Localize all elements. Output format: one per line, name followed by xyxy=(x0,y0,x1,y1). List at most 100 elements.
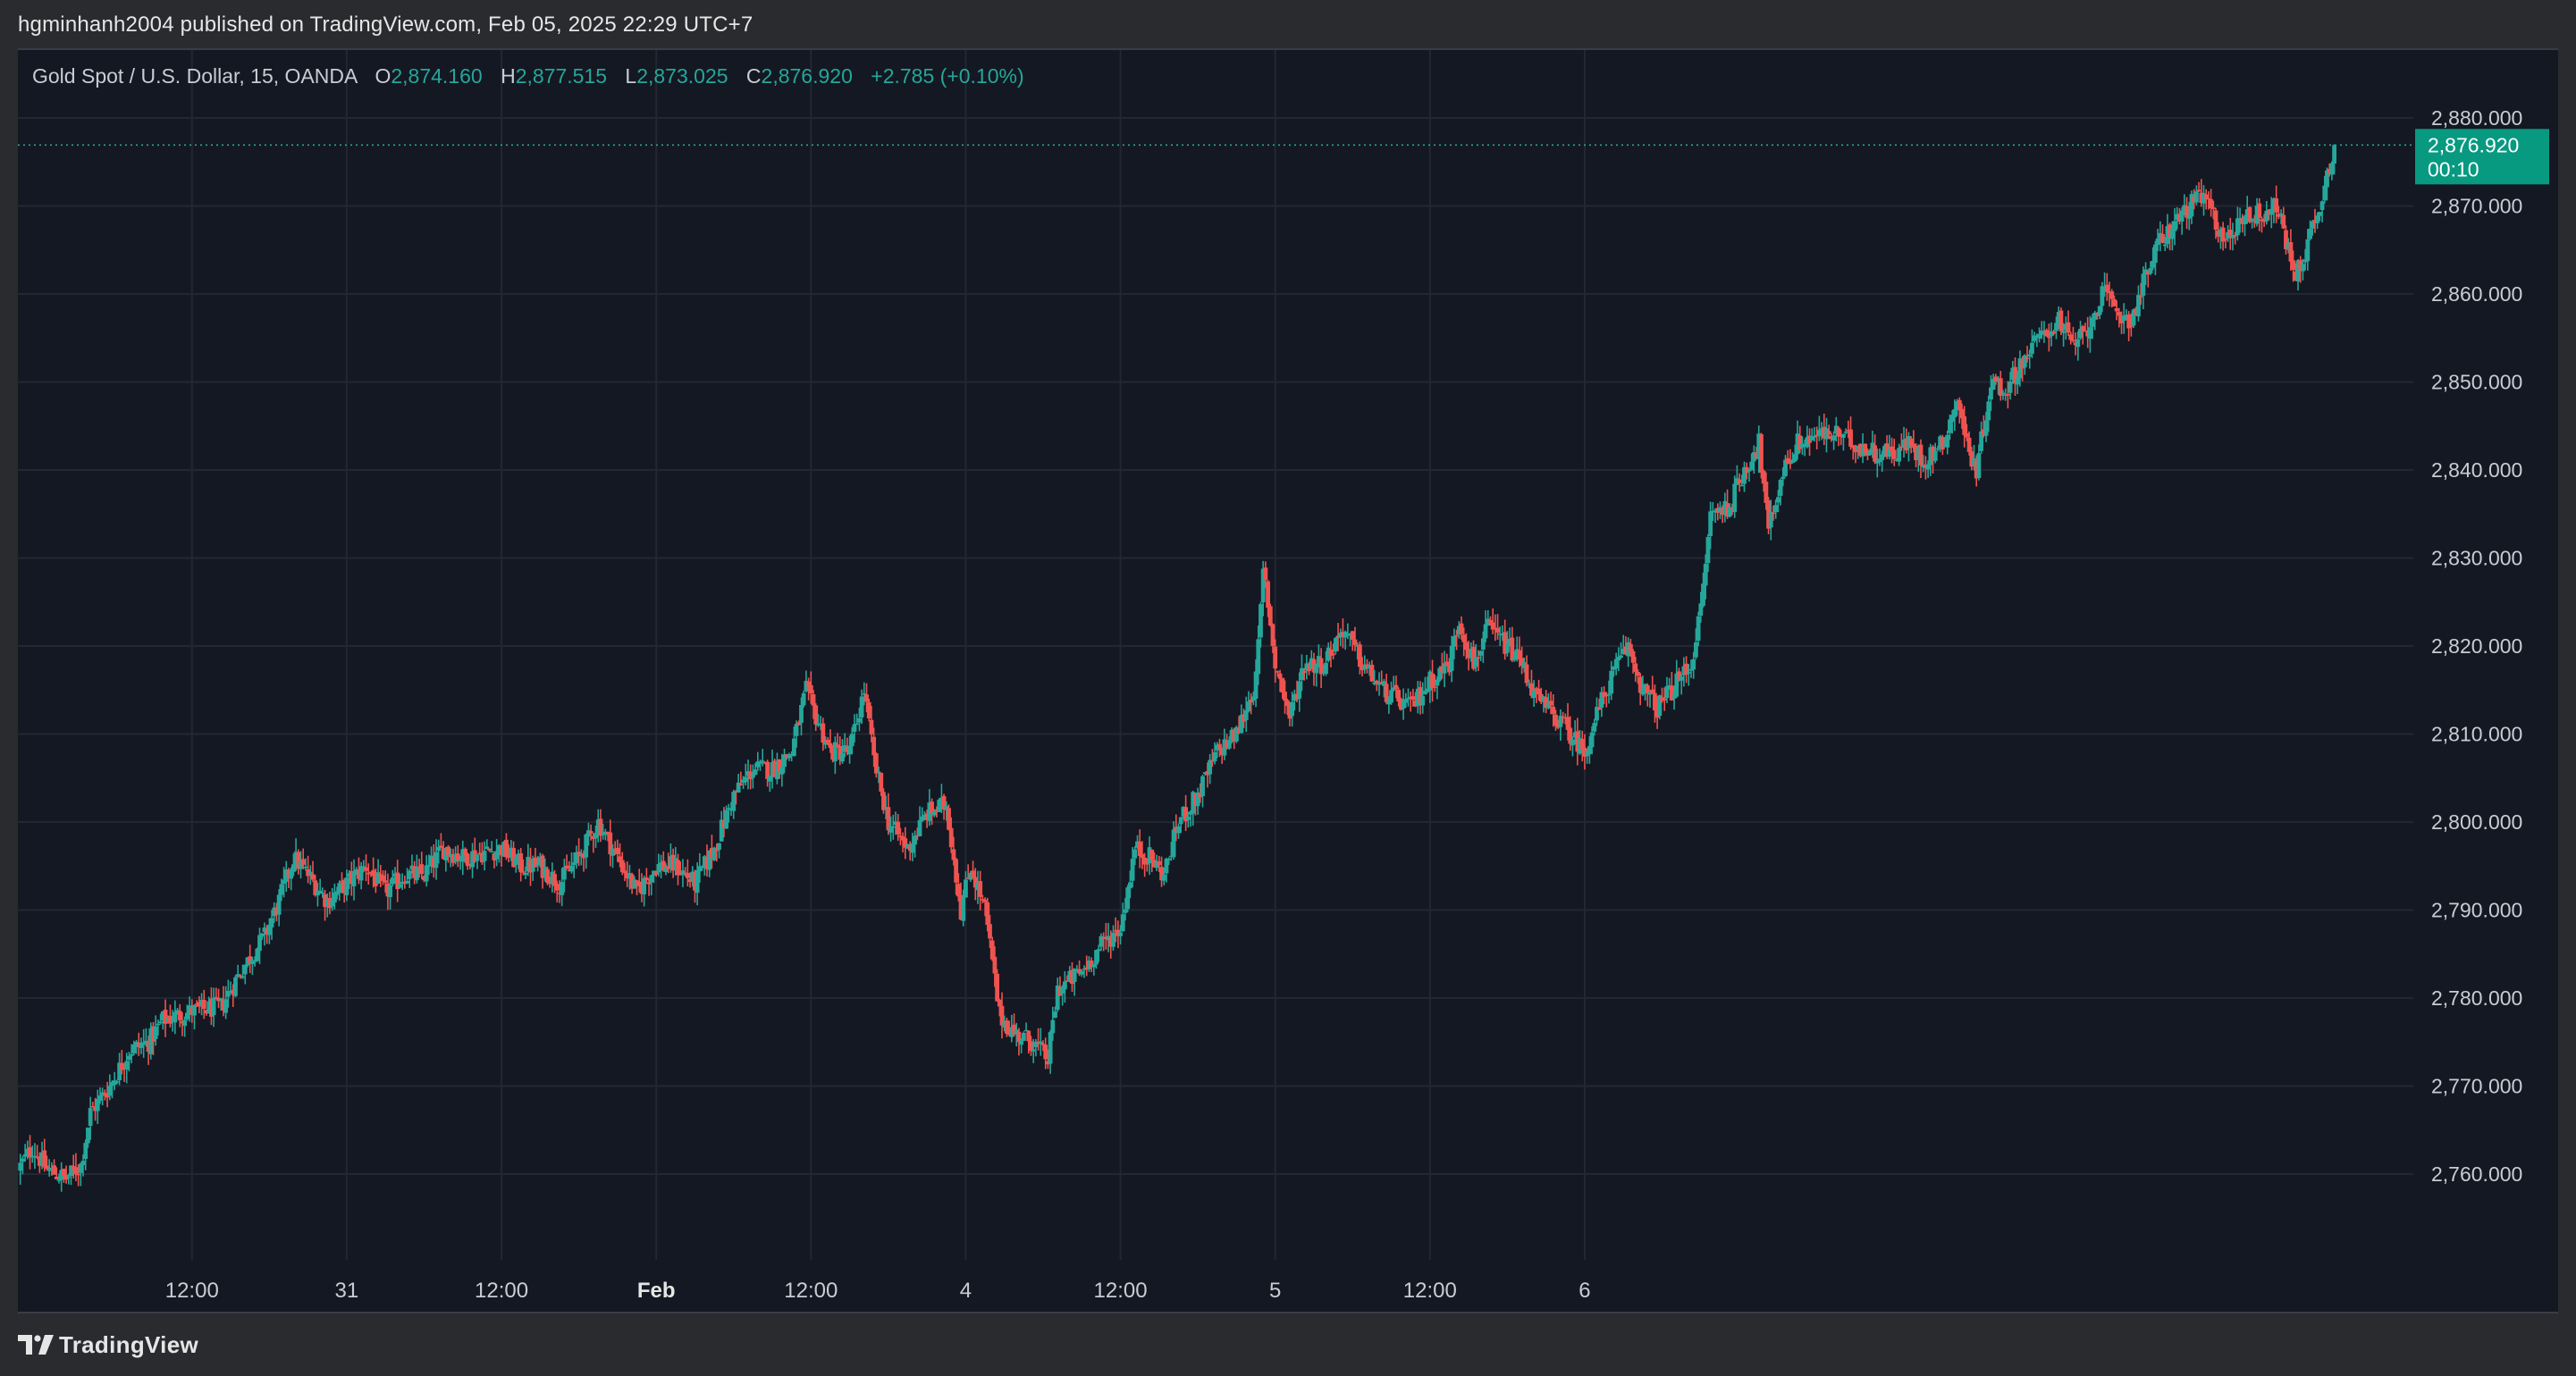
candle-body xyxy=(334,891,340,895)
candle-body xyxy=(2235,218,2240,236)
candle-body xyxy=(1816,429,1822,437)
candle-body xyxy=(2223,239,2228,241)
candle-body xyxy=(361,866,366,868)
candle-body xyxy=(948,827,954,848)
candle-body xyxy=(2068,334,2074,340)
candle-body xyxy=(913,835,918,845)
candle-body xyxy=(1792,454,1797,462)
candle-body xyxy=(1955,401,1959,411)
tradingview-logo-icon[interactable] xyxy=(18,1335,55,1355)
candle-body xyxy=(1185,817,1191,820)
candle-body xyxy=(584,834,589,858)
candle-body xyxy=(1324,662,1328,675)
candle-body xyxy=(1084,967,1090,970)
candle-body xyxy=(1780,476,1786,480)
candle-body xyxy=(883,807,888,809)
candle-body xyxy=(52,1165,56,1175)
candle-body xyxy=(1447,665,1452,673)
candle-body xyxy=(429,855,434,867)
candle-body xyxy=(1722,500,1728,514)
candle-body xyxy=(73,1167,79,1175)
symbol-legend[interactable]: Gold Spot / U.S. Dollar, 15, OANDA O2,87… xyxy=(32,64,1024,88)
candle-body xyxy=(1287,704,1292,719)
y-tick-label: 2,780.000 xyxy=(2431,986,2522,1010)
candle-body xyxy=(1809,435,1814,441)
candle-body xyxy=(1386,700,1392,705)
candle-body xyxy=(431,858,436,868)
candle-body xyxy=(1578,738,1582,754)
candle-body xyxy=(2153,244,2158,264)
candle-body xyxy=(2085,331,2091,337)
candle-body xyxy=(1166,859,1172,860)
candle-body xyxy=(2252,221,2257,222)
candle-body xyxy=(1205,770,1210,776)
candle-body xyxy=(2209,198,2214,209)
candle-body xyxy=(1425,688,1430,692)
candle-body xyxy=(1691,659,1696,670)
candle-body xyxy=(547,882,552,885)
candle-body xyxy=(1773,505,1779,513)
candle-body xyxy=(1662,698,1667,701)
candle-body xyxy=(463,848,467,856)
candle-body xyxy=(221,1000,226,1011)
candle-body xyxy=(1096,949,1101,952)
candle-body xyxy=(1853,445,1858,453)
candle-body xyxy=(238,975,243,977)
candle-body xyxy=(1026,1030,1031,1042)
candle-body xyxy=(327,898,333,909)
candle-body xyxy=(791,738,796,757)
close-label: C xyxy=(745,64,762,88)
candle-body xyxy=(1592,723,1597,732)
candle-body xyxy=(330,901,335,907)
candle-body xyxy=(1633,663,1638,672)
candle-body xyxy=(1694,642,1698,658)
tradingview-brand[interactable]: TradingView xyxy=(59,1331,198,1358)
candle-body xyxy=(1219,747,1225,756)
candle-body xyxy=(1029,1041,1033,1052)
candle-body xyxy=(1486,618,1491,626)
candle-body xyxy=(545,868,550,883)
candle-body xyxy=(1942,445,1948,448)
candle-body xyxy=(255,948,260,961)
candle-body xyxy=(42,1150,47,1168)
candle-body xyxy=(1613,659,1619,669)
time-axis[interactable]: 12:00 31 12:00 Feb 12:00 4 12:00 5 12:00 6 xyxy=(165,1279,1591,1303)
candle-body xyxy=(988,924,992,939)
candle-body xyxy=(2061,331,2067,333)
candle-body xyxy=(1418,687,1423,704)
candle-body xyxy=(2010,367,2016,380)
candle-body xyxy=(1848,429,1853,447)
symbol-title[interactable]: Gold Spot / U.S. Dollar, 15, OANDA xyxy=(32,64,358,88)
candle-body xyxy=(1130,859,1135,881)
candle-body xyxy=(586,830,591,837)
candle-body xyxy=(702,856,707,868)
candle-body xyxy=(134,1042,139,1047)
candle-body xyxy=(1070,969,1074,985)
price-axis[interactable]: 2,760.000 2,770.000 2,780.000 2,790.000 2,80… xyxy=(2431,106,2522,1186)
candle-body xyxy=(743,776,748,783)
candle-body xyxy=(400,881,405,885)
candle-body xyxy=(1713,510,1718,513)
candle-body xyxy=(1314,664,1319,674)
candle-body xyxy=(1710,510,1715,513)
candle-body xyxy=(1466,648,1471,659)
candle-body xyxy=(2160,233,2165,243)
candle-body xyxy=(1036,1041,1040,1044)
candle-body xyxy=(276,894,282,915)
candle-body xyxy=(610,848,615,856)
candle-body xyxy=(2063,323,2068,331)
candle-body xyxy=(2022,355,2027,368)
candle-body xyxy=(1915,447,1921,460)
candle-body xyxy=(1874,460,1880,464)
candle-body xyxy=(1904,438,1909,450)
candle-body xyxy=(920,816,925,821)
candle-body xyxy=(1865,449,1870,456)
candle-body xyxy=(765,761,770,779)
candle-body xyxy=(835,744,840,747)
candle-body xyxy=(2168,224,2173,238)
candle-body xyxy=(1824,428,1829,440)
chart-pane[interactable] xyxy=(18,48,2558,1313)
candle-body xyxy=(2087,327,2092,340)
candle-body xyxy=(124,1061,130,1070)
